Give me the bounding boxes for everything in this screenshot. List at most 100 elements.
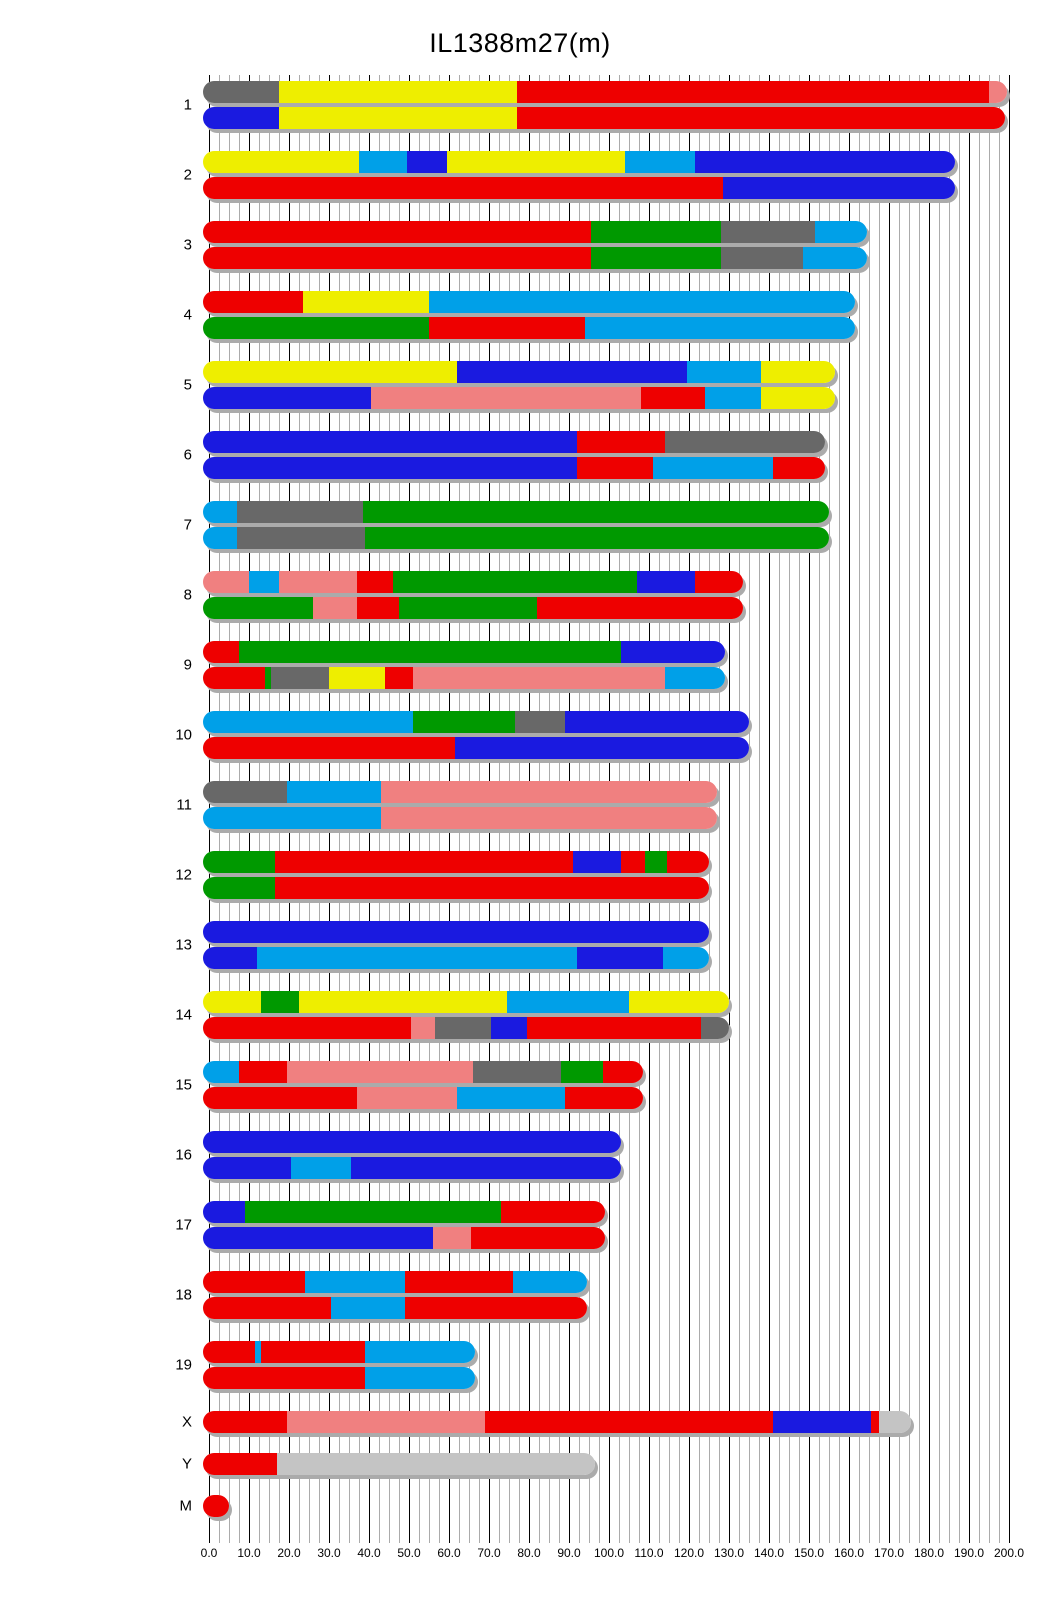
gridline	[979, 75, 980, 1543]
axis-tick-label: 180.0	[913, 1546, 945, 1560]
haplotype-segment	[237, 501, 363, 523]
chromosome-bar	[203, 387, 835, 409]
chromosome-bar	[203, 1087, 643, 1109]
haplotype-segment	[203, 1061, 239, 1083]
haplotype-segment	[577, 431, 665, 453]
haplotype-segment	[773, 1411, 871, 1433]
gridline	[949, 75, 950, 1543]
haplotype-segment	[203, 921, 709, 943]
chromosome-label: 16	[175, 1146, 192, 1164]
chromosome-bar	[203, 1297, 587, 1319]
chromosome-bar	[203, 1367, 475, 1389]
chromosome-bar	[203, 501, 829, 523]
haplotype-segment	[405, 1271, 513, 1293]
axis-tick-label: 140.0	[753, 1546, 785, 1560]
haplotype-segment	[365, 1367, 475, 1389]
haplotype-segment	[313, 597, 357, 619]
haplotype-segment	[203, 317, 429, 339]
haplotype-segment	[721, 247, 803, 269]
chromosome-bar	[203, 947, 709, 969]
axis-tick-label: 100.0	[593, 1546, 625, 1560]
chromosome-bar	[203, 737, 749, 759]
haplotype-segment	[721, 221, 815, 243]
gridline	[769, 75, 770, 1543]
haplotype-segment	[279, 571, 357, 593]
haplotype-segment	[261, 991, 299, 1013]
haplotype-segment	[879, 1411, 911, 1433]
haplotype-segment	[365, 527, 829, 549]
haplotype-segment	[815, 221, 867, 243]
haplotype-segment	[203, 711, 413, 733]
haplotype-segment	[299, 991, 507, 1013]
haplotype-segment	[203, 1297, 331, 1319]
chromosome-label: 4	[183, 306, 192, 324]
haplotype-segment	[203, 1453, 277, 1475]
haplotype-segment	[517, 81, 989, 103]
haplotype-segment	[275, 877, 709, 899]
gridline	[859, 75, 860, 1543]
axis-tick-label: 160.0	[833, 1546, 865, 1560]
chromosome-bar	[203, 807, 717, 829]
haplotype-segment	[485, 1411, 773, 1433]
haplotype-segment	[287, 1061, 473, 1083]
chromosome-bar	[203, 107, 1005, 129]
chromosome-bar	[203, 177, 955, 199]
gridline	[829, 75, 830, 1543]
haplotype-segment	[203, 151, 359, 173]
haplotype-segment	[405, 1297, 587, 1319]
chromosome-bar	[203, 1453, 595, 1475]
haplotype-segment	[287, 781, 381, 803]
gridline	[999, 75, 1000, 1543]
haplotype-segment	[577, 457, 653, 479]
chromosome-bar	[203, 1201, 605, 1223]
haplotype-segment	[203, 81, 279, 103]
chromosome-label: 8	[183, 586, 192, 604]
chromosome-label: 5	[183, 376, 192, 394]
gridline	[889, 75, 890, 1543]
haplotype-segment	[287, 1411, 485, 1433]
haplotype-segment	[625, 151, 695, 173]
axis-tick-label: 90.0	[557, 1546, 581, 1560]
haplotype-segment	[203, 247, 591, 269]
haplotype-segment	[667, 851, 709, 873]
chromosome-bar	[203, 597, 743, 619]
gridline	[819, 75, 820, 1543]
haplotype-segment	[305, 1271, 405, 1293]
haplotype-segment	[629, 991, 729, 1013]
haplotype-segment	[705, 387, 761, 409]
haplotype-segment	[351, 1157, 621, 1179]
chromosome-label: 10	[175, 726, 192, 744]
haplotype-segment	[331, 1297, 405, 1319]
gridline	[939, 75, 940, 1543]
chromosome-bar	[203, 151, 955, 173]
chromosome-label: M	[179, 1497, 193, 1515]
gridline	[869, 75, 870, 1543]
gridline	[729, 75, 730, 1543]
haplotype-segment	[203, 641, 239, 663]
chromosome-label: 2	[183, 166, 192, 184]
haplotype-segment	[565, 1087, 643, 1109]
chromosome-label: 14	[175, 1006, 192, 1024]
haplotype-segment	[203, 1227, 433, 1249]
haplotype-segment	[435, 1017, 491, 1039]
haplotype-segment	[277, 1453, 595, 1475]
haplotype-segment	[803, 247, 867, 269]
haplotype-segment	[565, 711, 749, 733]
haplotype-segment	[203, 1157, 291, 1179]
haplotype-segment	[603, 1061, 643, 1083]
chromosome-bar	[203, 247, 867, 269]
haplotype-segment	[371, 387, 641, 409]
axis-tick-label: 150.0	[793, 1546, 825, 1560]
haplotype-segment	[665, 667, 725, 689]
axis-tick-label: 80.0	[517, 1546, 541, 1560]
gridline	[989, 75, 990, 1543]
haplotype-segment	[203, 597, 313, 619]
haplotype-segment	[357, 597, 399, 619]
haplotype-segment	[561, 1061, 603, 1083]
haplotype-segment	[203, 527, 237, 549]
chromosome-label: 12	[175, 866, 192, 884]
haplotype-segment	[429, 317, 585, 339]
haplotype-segment	[621, 851, 645, 873]
haplotype-segment	[507, 991, 629, 1013]
